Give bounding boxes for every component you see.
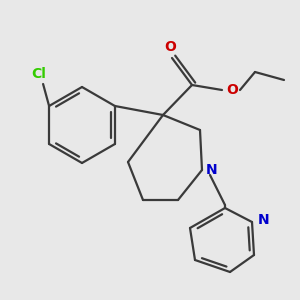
Text: O: O [164,40,176,54]
Text: Cl: Cl [32,67,46,81]
Text: N: N [206,163,218,177]
Text: N: N [258,213,270,227]
Text: O: O [226,83,238,97]
